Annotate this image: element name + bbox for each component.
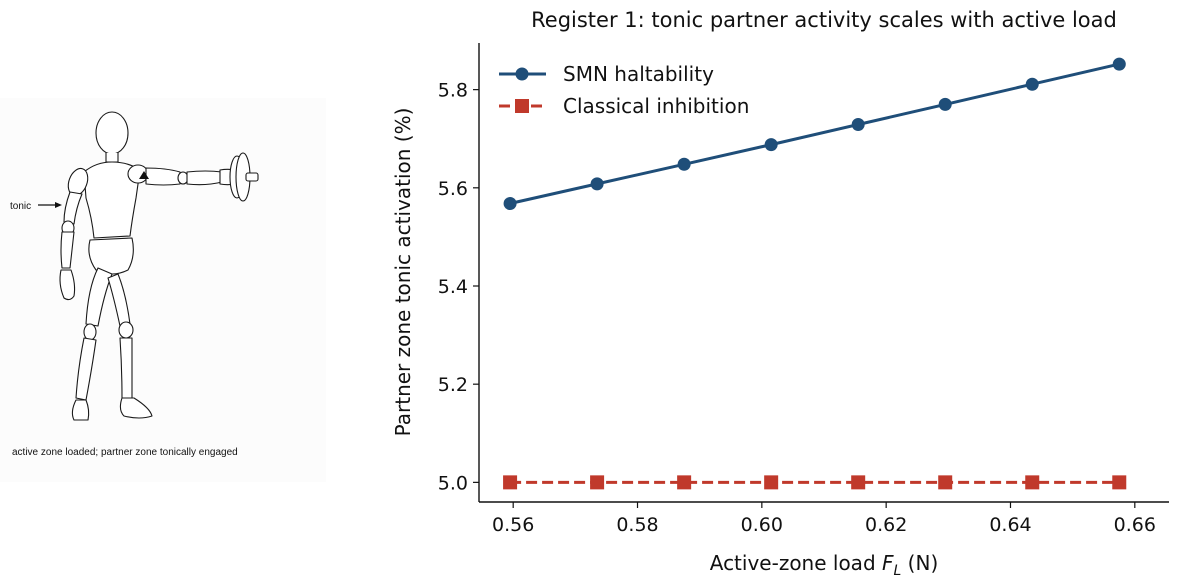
y-tick-label: 5.2 xyxy=(438,374,468,396)
series-1-point xyxy=(503,475,518,490)
x-axis-label: Active-zone load FL (N) xyxy=(710,551,939,579)
mannequin-left-foot xyxy=(71,399,90,421)
series-1-point xyxy=(677,475,692,490)
y-tick-label: 5.6 xyxy=(438,178,468,200)
chart-series xyxy=(503,57,1127,490)
illustration-caption: active zone loaded; partner zone tonical… xyxy=(12,447,238,458)
series-0-point xyxy=(938,97,952,111)
series-line-0 xyxy=(509,62,1120,205)
x-axis-label-variable: F xyxy=(882,551,894,575)
legend-label-0: SMN haltability xyxy=(563,62,714,86)
x-tick-label: 0.64 xyxy=(989,514,1031,536)
x-tick-label: 0.66 xyxy=(1114,514,1156,536)
y-axis-label: Partner zone tonic activation (%) xyxy=(391,108,415,437)
series-0-point xyxy=(590,177,604,191)
x-tick-label: 0.60 xyxy=(741,514,783,536)
mannequin-left-upper-arm xyxy=(63,191,83,225)
x-tick-label: 0.58 xyxy=(616,514,658,536)
tonic-label: tonic xyxy=(10,201,31,212)
chart-legend: SMN haltability Classical inhibition xyxy=(499,62,749,118)
mannequin-left-forearm xyxy=(60,231,75,269)
mannequin-illustration: tonic active zone loaded; partner zone t… xyxy=(10,111,259,458)
series-1-point xyxy=(938,475,953,490)
series-1-point xyxy=(1112,475,1127,490)
active-zone-marker-icon xyxy=(139,171,149,179)
series-0-point xyxy=(1025,77,1039,91)
series-1-point xyxy=(1025,475,1040,490)
series-1-point xyxy=(764,475,779,490)
mannequin-torso xyxy=(83,161,141,239)
x-axis-label-main: Active-zone load xyxy=(710,551,882,575)
chart-title: Register 1: tonic partner activity scale… xyxy=(531,8,1117,32)
legend-marker-0 xyxy=(515,67,529,81)
x-axis-label-subscript: L xyxy=(894,563,902,579)
x-axis-label-unit: (N) xyxy=(901,551,938,575)
series-1-point xyxy=(590,475,605,490)
figure-illustration-panel: tonic active zone loaded; partner zone t… xyxy=(0,98,326,482)
x-tick-label: 0.56 xyxy=(492,514,534,536)
mannequin-left-thigh xyxy=(85,267,113,327)
series-0-point xyxy=(677,157,691,171)
legend-marker-1 xyxy=(515,99,529,113)
legend-label-1: Classical inhibition xyxy=(563,94,749,118)
mannequin-right-foot xyxy=(119,397,153,419)
chart-axes: 0.56 0.58 0.60 0.62 0.64 0.66 5.0 5.2 5.4 5.6 5.8 xyxy=(438,43,1169,536)
mannequin-pelvis xyxy=(88,237,134,275)
dumbbell-handle xyxy=(245,172,259,182)
series-1-point xyxy=(851,475,866,490)
y-tick-label: 5.4 xyxy=(438,276,468,298)
series-0-point xyxy=(851,117,865,131)
mannequin-left-hand xyxy=(59,269,76,301)
series-0-point xyxy=(503,197,517,211)
x-tick-label: 0.62 xyxy=(865,514,907,536)
series-0-point xyxy=(1112,57,1126,71)
y-tick-label: 5.8 xyxy=(438,80,468,102)
y-tick-label: 5.0 xyxy=(438,472,468,494)
tonic-arrow-head-icon xyxy=(55,202,62,208)
series-0-point xyxy=(764,138,778,152)
mannequin-right-upper-arm xyxy=(145,167,181,186)
